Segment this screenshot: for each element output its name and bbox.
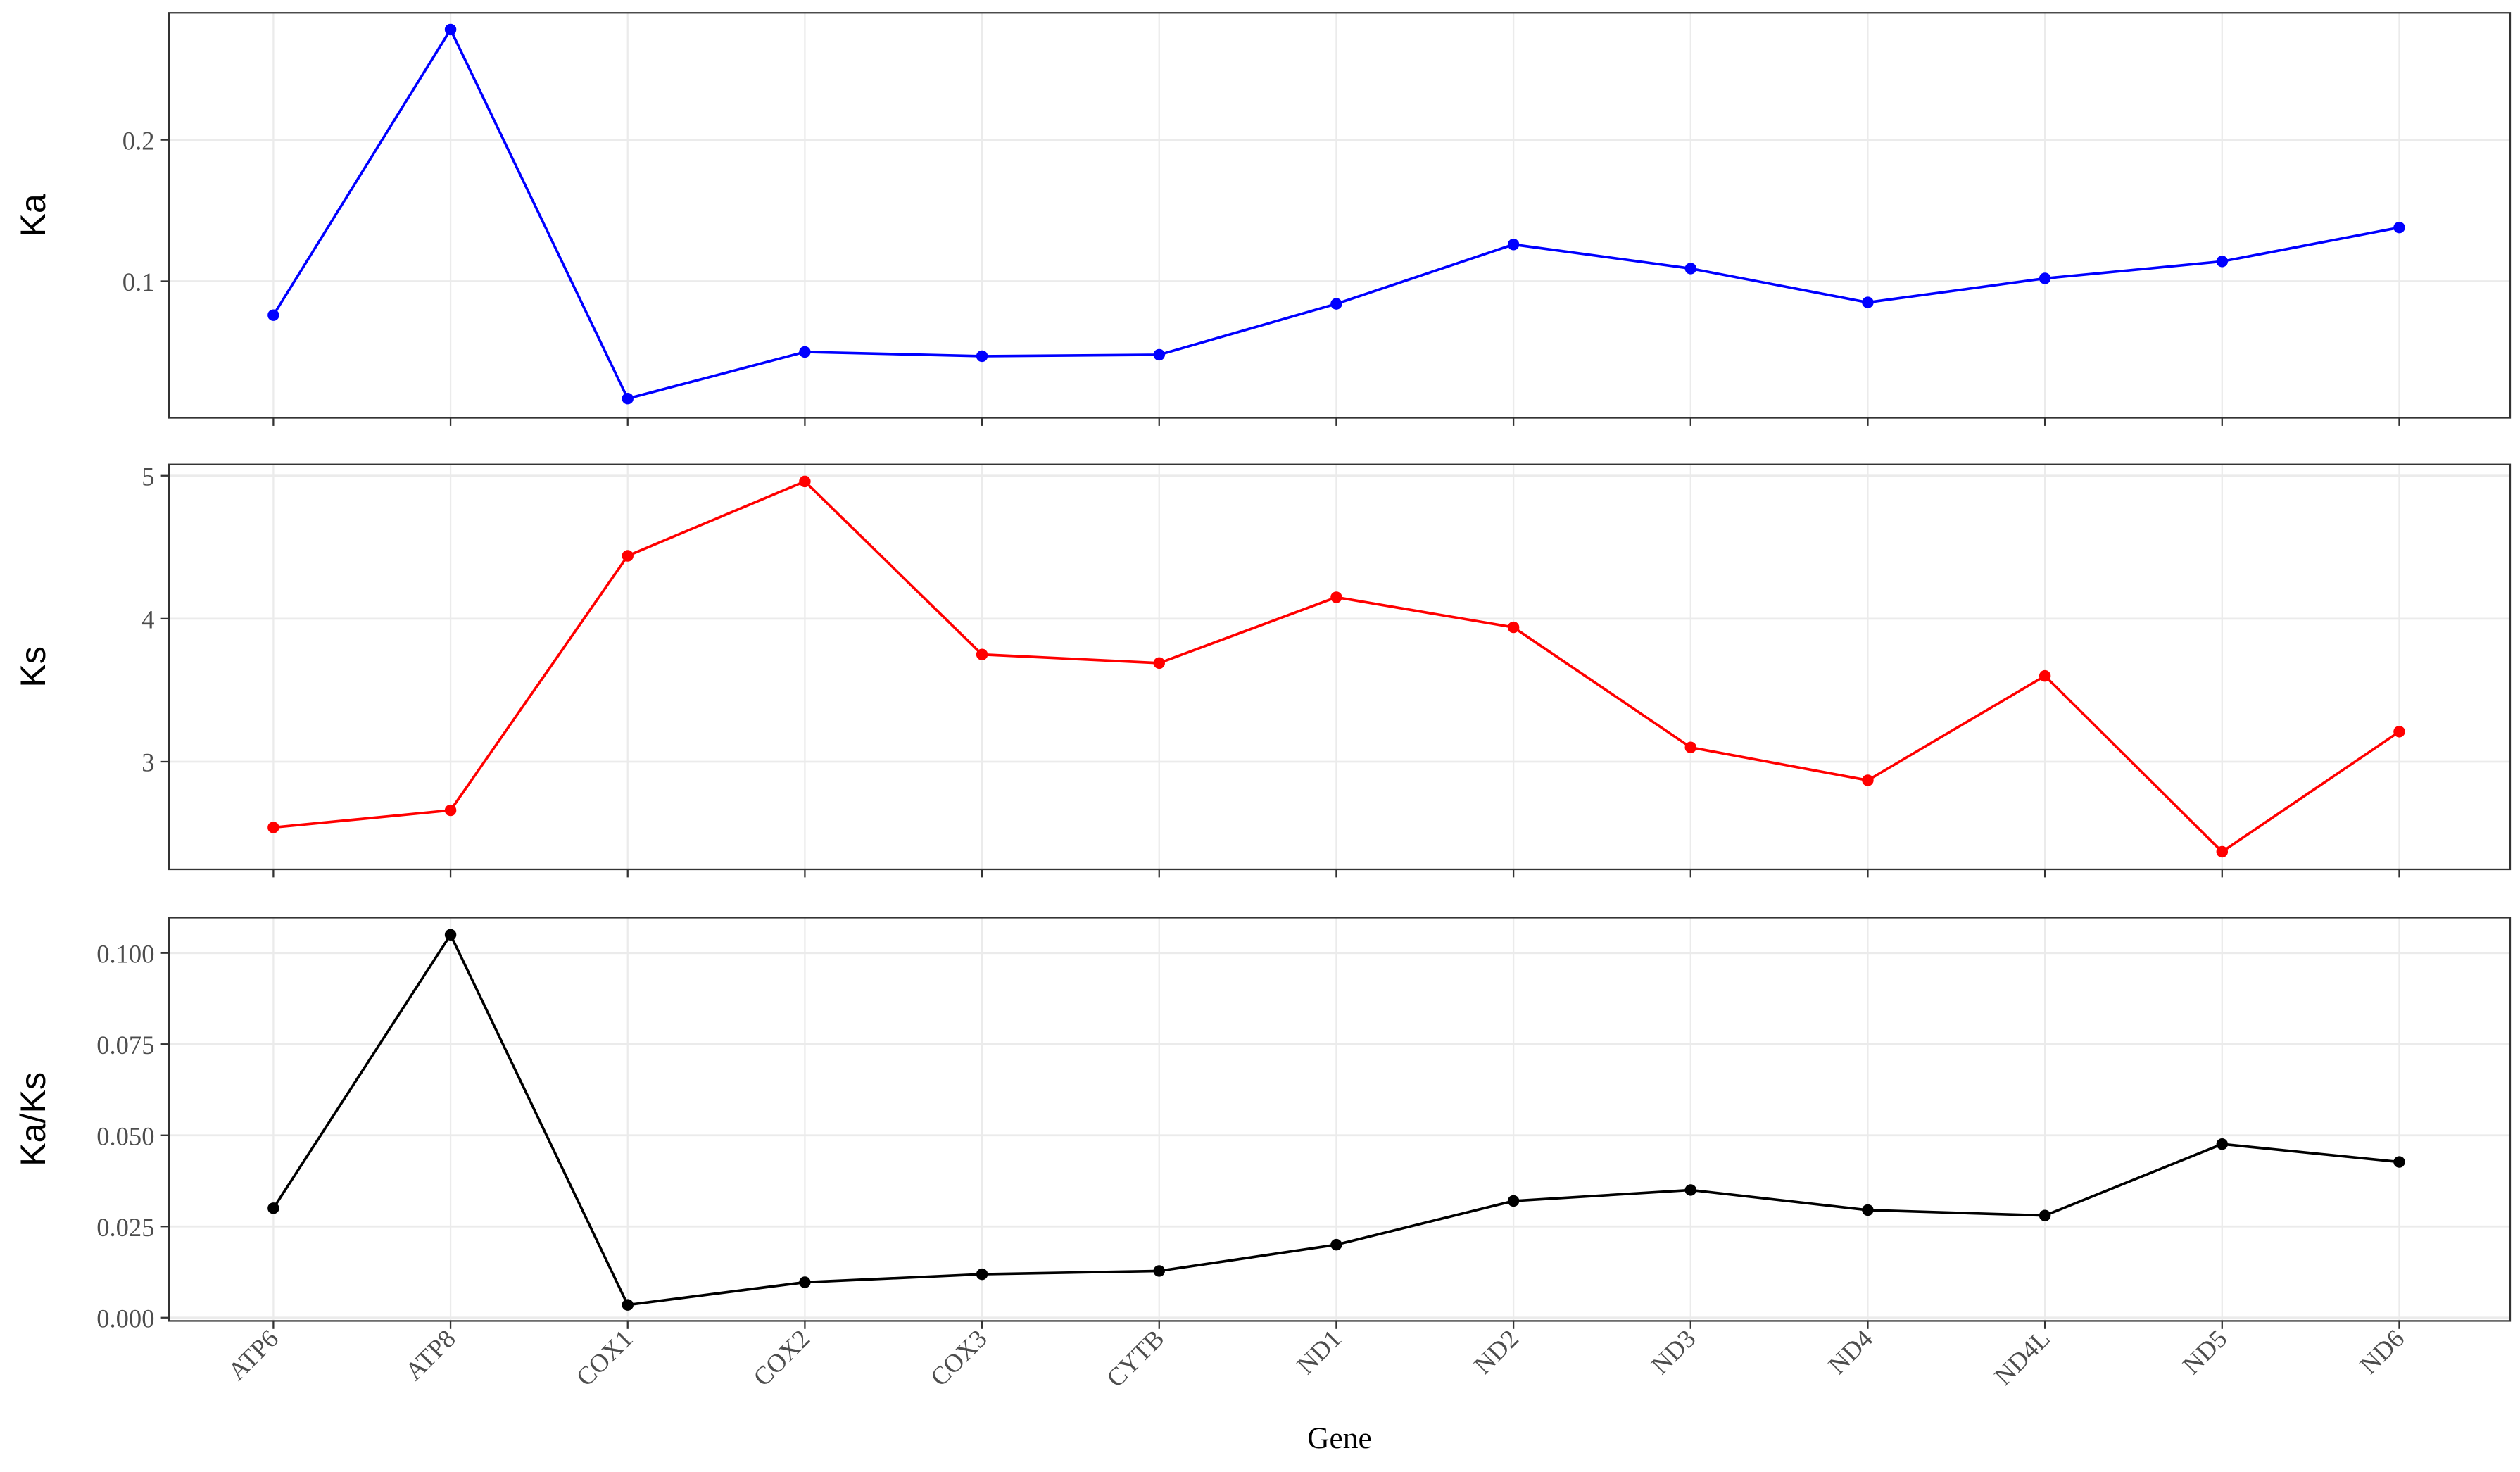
point — [2216, 256, 2229, 268]
point — [1330, 298, 1342, 310]
point — [1153, 348, 1165, 361]
point — [976, 1268, 988, 1281]
x-tick-label: CYTB — [1101, 1323, 1170, 1392]
x-tick-label: ATP8 — [399, 1323, 461, 1385]
y-axis-title: Ks — [13, 646, 53, 688]
point — [799, 1276, 811, 1288]
point — [444, 929, 457, 941]
x-tick-label: ATP6 — [222, 1323, 284, 1385]
point — [2039, 669, 2051, 682]
point — [444, 804, 457, 817]
point — [2393, 1156, 2405, 1168]
point — [1684, 1184, 1696, 1196]
point — [2393, 221, 2405, 234]
panel-border — [168, 12, 2512, 419]
y-tick-label: 0.025 — [96, 1213, 154, 1242]
point — [1862, 1204, 1874, 1216]
point — [1684, 263, 1696, 275]
point — [1862, 774, 1874, 786]
point — [976, 350, 988, 363]
point — [622, 1299, 634, 1311]
point — [622, 550, 634, 562]
y-axis-title: Ka — [13, 194, 53, 237]
x-tick-label: ND4 — [1822, 1323, 1878, 1379]
point — [799, 475, 811, 488]
point — [1330, 1238, 1342, 1251]
x-tick-label: COX2 — [748, 1323, 815, 1391]
y-tick-label: 0.100 — [96, 939, 154, 968]
point — [622, 392, 634, 405]
point — [1507, 621, 1520, 634]
y-tick-label: 0.2 — [122, 126, 155, 155]
point — [267, 822, 279, 833]
point — [267, 1202, 279, 1214]
point — [1153, 1265, 1165, 1277]
point — [2216, 845, 2229, 858]
x-axis-title: Gene — [1307, 1421, 1371, 1455]
x-tick-label: ND1 — [1291, 1323, 1347, 1379]
point — [2039, 272, 2051, 284]
y-tick-label: 0.050 — [96, 1121, 154, 1150]
point — [1862, 296, 1874, 308]
x-tick-label: COX3 — [924, 1323, 992, 1391]
x-tick-label: ND5 — [2176, 1323, 2232, 1379]
point — [2216, 1138, 2229, 1150]
x-tick-label: ND2 — [1468, 1323, 1524, 1379]
panel-border — [168, 917, 2512, 1322]
point — [267, 309, 279, 321]
y-tick-label: 5 — [141, 462, 154, 491]
y-axis-title: Ka/Ks — [13, 1072, 53, 1166]
point — [1330, 591, 1342, 603]
point — [1153, 657, 1165, 669]
point — [1684, 741, 1696, 753]
y-tick-label: 4 — [141, 605, 154, 634]
x-tick-label: ND4L — [1989, 1323, 2055, 1390]
point — [1507, 1195, 1520, 1207]
y-tick-label: 0.075 — [96, 1031, 154, 1059]
point — [1507, 239, 1520, 251]
panel-border — [168, 463, 2512, 871]
y-tick-label: 0.1 — [122, 268, 155, 296]
point — [799, 346, 811, 358]
point — [444, 23, 457, 36]
y-tick-label: 0.000 — [96, 1304, 154, 1333]
x-tick-label: COX1 — [570, 1323, 638, 1391]
point — [2039, 1209, 2051, 1221]
point — [976, 648, 988, 660]
y-tick-label: 3 — [141, 748, 154, 777]
point — [2393, 726, 2405, 738]
x-tick-label: ND6 — [2354, 1323, 2409, 1379]
x-tick-label: ND3 — [1645, 1323, 1701, 1379]
